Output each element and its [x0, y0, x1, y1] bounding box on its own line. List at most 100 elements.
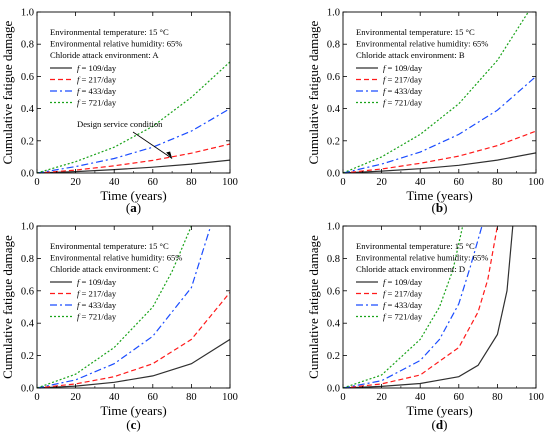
legend-label-1: f = 109/day [77, 63, 117, 73]
chart-panel-c: 0 20 40 60 80 100 0.0 0.2 0.4 0.6 0.8 1.0 Time (year… [0, 222, 238, 433]
y-tick-label: 1.0 [21, 8, 34, 19]
y-tick-label: 0.8 [21, 40, 34, 51]
annotation-arrow-line [132, 131, 173, 159]
panel-label: (d) [432, 417, 448, 432]
x-tick-label: 60 [454, 392, 465, 403]
x-tick-label: 20 [70, 177, 81, 188]
y-tick-label: 0.6 [327, 72, 340, 83]
y-tick-label: 1.0 [21, 222, 34, 233]
legend-label-3: f = 433/day [383, 300, 423, 310]
annotation-text: Design service condition [77, 119, 163, 129]
info-line: Chloride attack environment: B [356, 50, 465, 60]
x-tick-label: 100 [528, 392, 544, 403]
x-tick-label: 20 [376, 392, 387, 403]
legend-label-1: f = 109/day [383, 277, 423, 287]
y-axis-label: Cumulative fatigue damage [306, 20, 321, 164]
series-line-4 [37, 226, 192, 388]
y-tick-label: 1.0 [327, 222, 340, 233]
legend-label-3: f = 433/day [77, 86, 117, 96]
y-tick-label: 0.6 [327, 286, 340, 297]
x-tick-label: 100 [222, 392, 238, 403]
chart-panel-a: 0 20 40 60 80 100 0.0 0.2 0.4 0.6 0.8 1.0 Time (year… [0, 8, 238, 216]
y-tick-label: 0.0 [21, 169, 34, 180]
legend-label-4: f = 721/day [383, 312, 423, 322]
x-tick-label: 60 [148, 177, 159, 188]
y-tick-label: 0.0 [327, 384, 340, 395]
x-tick-label: 60 [148, 392, 159, 403]
y-tick-label: 0.4 [21, 104, 35, 115]
info-line: Environmental relative humidity: 65% [50, 39, 182, 49]
y-tick-label: 0.2 [327, 136, 340, 147]
series-line-2 [37, 143, 230, 173]
y-tick-label: 0.0 [21, 384, 34, 395]
y-tick-label: 1.0 [327, 8, 340, 19]
info-line: Environmental relative humidity: 65% [356, 39, 488, 49]
series-line-4 [37, 61, 230, 173]
series-line-2 [343, 226, 498, 388]
x-tick-label: 100 [528, 177, 544, 188]
legend-label-2: f = 217/day [383, 289, 423, 299]
series-line-1 [37, 159, 230, 173]
x-axis-label: Time (years) [100, 403, 166, 418]
y-tick-label: 0.8 [327, 40, 340, 51]
x-tick-label: 20 [376, 177, 387, 188]
x-tick-label: 0 [34, 392, 39, 403]
legend-label-4: f = 721/day [77, 98, 117, 108]
x-tick-label: 80 [186, 177, 197, 188]
y-tick-label: 0.4 [327, 319, 341, 330]
y-axis-label: Cumulative fatigue damage [306, 235, 321, 379]
y-tick-label: 0.8 [21, 254, 34, 265]
series-line-1 [343, 226, 514, 388]
legend-label-3: f = 433/day [77, 300, 117, 310]
panel-label: (c) [126, 417, 140, 432]
info-line: Environmental temperature: 15 °C [50, 27, 169, 37]
panel-label: (a) [126, 200, 141, 215]
x-tick-label: 80 [186, 392, 197, 403]
legend-label-2: f = 217/day [77, 289, 117, 299]
chart-panel-b: 0 20 40 60 80 100 0.0 0.2 0.4 0.6 0.8 1.0 Time (year… [306, 8, 544, 216]
info-line: Chloride attack environment: A [50, 50, 159, 60]
x-tick-label: 40 [415, 392, 426, 403]
series-line-3 [343, 226, 483, 388]
legend-label-1: f = 109/day [383, 63, 423, 73]
y-axis-label: Cumulative fatigue damage [0, 235, 15, 379]
x-axis-label: Time (years) [100, 188, 166, 203]
info-line: Environmental relative humidity: 65% [356, 253, 488, 263]
x-axis-label: Time (years) [406, 188, 472, 203]
series-line-3 [37, 226, 212, 388]
info-line: Environmental relative humidity: 65% [50, 253, 182, 263]
legend-label-2: f = 217/day [77, 75, 117, 85]
y-tick-label: 0.6 [21, 72, 34, 83]
legend-label-2: f = 217/day [383, 75, 423, 85]
y-tick-label: 0.2 [327, 351, 340, 362]
x-tick-label: 20 [70, 392, 81, 403]
series-line-4 [343, 226, 464, 388]
y-tick-label: 0.6 [21, 286, 34, 297]
x-axis-label: Time (years) [406, 403, 472, 418]
y-tick-label: 0.4 [327, 104, 341, 115]
legend-label-1: f = 109/day [77, 277, 117, 287]
y-axis-label: Cumulative fatigue damage [0, 20, 15, 164]
y-tick-label: 0.2 [21, 136, 34, 147]
panel-label: (b) [432, 200, 448, 215]
y-tick-label: 0.4 [21, 319, 35, 330]
y-tick-label: 0.0 [327, 169, 340, 180]
info-line: Chloride attack environment: C [50, 264, 159, 274]
x-tick-label: 0 [34, 177, 39, 188]
x-tick-label: 0 [340, 177, 345, 188]
x-tick-label: 40 [415, 177, 426, 188]
x-tick-label: 40 [109, 177, 120, 188]
legend-label-3: f = 433/day [383, 86, 423, 96]
info-line: Environmental temperature: 15 °C [50, 241, 169, 251]
annotation-arrow-head [166, 151, 173, 159]
legend-label-4: f = 721/day [383, 98, 423, 108]
series-line-2 [343, 130, 536, 173]
series-line-2 [37, 292, 230, 388]
chart-panel-d: 0 20 40 60 80 100 0.0 0.2 0.4 0.6 0.8 1.0 Time (year… [306, 222, 544, 433]
y-tick-label: 0.8 [327, 254, 340, 265]
info-line: Environmental temperature: 15 °C [356, 27, 475, 37]
x-tick-label: 80 [492, 392, 503, 403]
x-tick-label: 100 [222, 177, 238, 188]
